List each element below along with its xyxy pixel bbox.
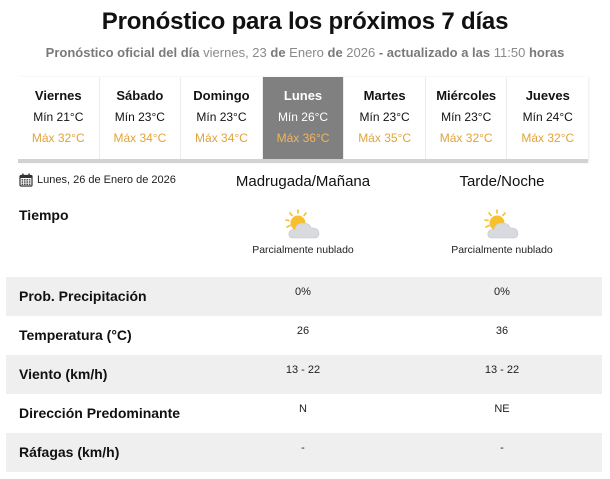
tab-sabado[interactable]: Sábado Mín 23°C Máx 34°C bbox=[99, 77, 182, 159]
tab-day-label: Viernes bbox=[34, 88, 82, 103]
tab-min-temp: Mín 23°C bbox=[114, 110, 165, 124]
selected-date: Lunes, 26 de Enero de 2026 bbox=[19, 173, 176, 187]
row-value-evening: 36 bbox=[495, 325, 509, 337]
row-value-morning: 0% bbox=[295, 286, 311, 298]
tab-lunes[interactable]: Lunes Mín 26°C Máx 36°C bbox=[262, 77, 345, 159]
tab-min-temp: Mín 24°C bbox=[522, 110, 573, 124]
forecast-table: Prob. Precipitación 0% 0% Temperatura (°… bbox=[6, 277, 602, 472]
tab-day-label: Martes bbox=[363, 88, 406, 103]
subtitle-month: Enero bbox=[289, 45, 324, 60]
row-value-morning: N bbox=[299, 403, 307, 415]
tab-min-temp: Mín 23°C bbox=[196, 110, 247, 124]
tab-max-temp: Máx 32°C bbox=[31, 131, 85, 145]
tab-min-temp: Mín 26°C bbox=[277, 110, 329, 124]
table-row-wind-direction: Dirección Predominante N NE bbox=[6, 394, 602, 433]
row-value-morning: - bbox=[301, 442, 305, 454]
tab-day-label: Sábado bbox=[116, 88, 164, 103]
subtitle-suffix: horas bbox=[528, 45, 565, 60]
weather-description: Parcialmente nublado bbox=[252, 244, 354, 256]
row-value-morning: 26 bbox=[296, 325, 310, 337]
row-label: Dirección Predominante bbox=[19, 405, 181, 421]
weather-morning: Parcialmente nublado bbox=[203, 208, 403, 256]
tab-max-temp: Máx 34°C bbox=[113, 131, 167, 145]
table-row-wind: Viento (km/h) 13 - 22 13 - 22 bbox=[6, 355, 602, 394]
tab-day-label: Jueves bbox=[525, 88, 570, 103]
tab-max-temp: Máx 34°C bbox=[195, 131, 248, 145]
period-header-evening: Tarde/Noche bbox=[459, 173, 545, 190]
tab-max-temp: Máx 32°C bbox=[521, 131, 575, 145]
weather-description: Parcialmente nublado bbox=[451, 244, 553, 256]
subtitle-prefix: Pronóstico oficial del día bbox=[45, 45, 200, 60]
partly-cloudy-icon bbox=[484, 209, 519, 239]
weather-row-label: Tiempo bbox=[19, 207, 69, 223]
period-header-morning: Madrugada/Mañana bbox=[235, 173, 371, 190]
tab-miercoles[interactable]: Miércoles Mín 23°C Máx 32°C bbox=[425, 77, 508, 159]
row-value-morning: 13 - 22 bbox=[285, 364, 321, 376]
row-label: Temperatura (°C) bbox=[19, 327, 132, 343]
row-value-evening: 13 - 22 bbox=[484, 364, 520, 376]
row-label: Prob. Precipitación bbox=[19, 288, 147, 304]
weather-evening: Parcialmente nublado bbox=[402, 208, 602, 256]
tab-jueves[interactable]: Jueves Mín 24°C Máx 32°C bbox=[507, 77, 589, 159]
day-tabs: Viernes Mín 21°C Máx 32°C Sábado Mín 23°… bbox=[18, 77, 589, 163]
forecast-subtitle: Pronóstico oficial del día viernes, 23 d… bbox=[0, 45, 610, 60]
row-label: Viento (km/h) bbox=[19, 366, 108, 382]
subtitle-updated-label: - actualizado a las bbox=[378, 45, 491, 60]
table-row-precipitation: Prob. Precipitación 0% 0% bbox=[6, 277, 602, 316]
subtitle-time: 11:50 bbox=[493, 45, 526, 60]
calendar-icon bbox=[19, 173, 33, 187]
subtitle-de: de bbox=[270, 45, 286, 60]
tab-day-label: Lunes bbox=[283, 88, 323, 103]
row-value-evening: NE bbox=[494, 403, 510, 415]
tab-min-temp: Mín 23°C bbox=[359, 110, 410, 124]
tab-day-label: Domingo bbox=[193, 88, 250, 103]
tab-max-temp: Máx 36°C bbox=[276, 131, 330, 145]
row-value-evening: - bbox=[500, 442, 504, 454]
table-row-gusts: Ráfagas (km/h) - - bbox=[6, 433, 602, 472]
tab-min-temp: Mín 23°C bbox=[441, 110, 492, 124]
row-label: Ráfagas (km/h) bbox=[19, 444, 120, 460]
selected-date-text: Lunes, 26 de Enero de 2026 bbox=[37, 174, 176, 186]
table-row-temperature: Temperatura (°C) 26 36 bbox=[6, 316, 602, 355]
row-value-evening: 0% bbox=[494, 286, 510, 298]
tab-min-temp: Mín 21°C bbox=[33, 110, 84, 124]
partly-cloudy-icon bbox=[285, 209, 320, 239]
subtitle-de: de bbox=[327, 45, 343, 60]
tab-max-temp: Máx 35°C bbox=[358, 131, 412, 145]
tab-day-label: Miércoles bbox=[436, 88, 497, 103]
tab-domingo[interactable]: Domingo Mín 23°C Máx 34°C bbox=[181, 77, 263, 159]
tab-viernes[interactable]: Viernes Mín 21°C Máx 32°C bbox=[18, 77, 100, 159]
tab-max-temp: Máx 32°C bbox=[439, 131, 493, 145]
subtitle-year: 2026 bbox=[346, 45, 376, 60]
tab-martes[interactable]: Martes Mín 23°C Máx 35°C bbox=[344, 77, 426, 159]
subtitle-weekday: viernes, 23 bbox=[203, 45, 267, 60]
page-title: Pronóstico para los próximos 7 días bbox=[101, 8, 509, 35]
